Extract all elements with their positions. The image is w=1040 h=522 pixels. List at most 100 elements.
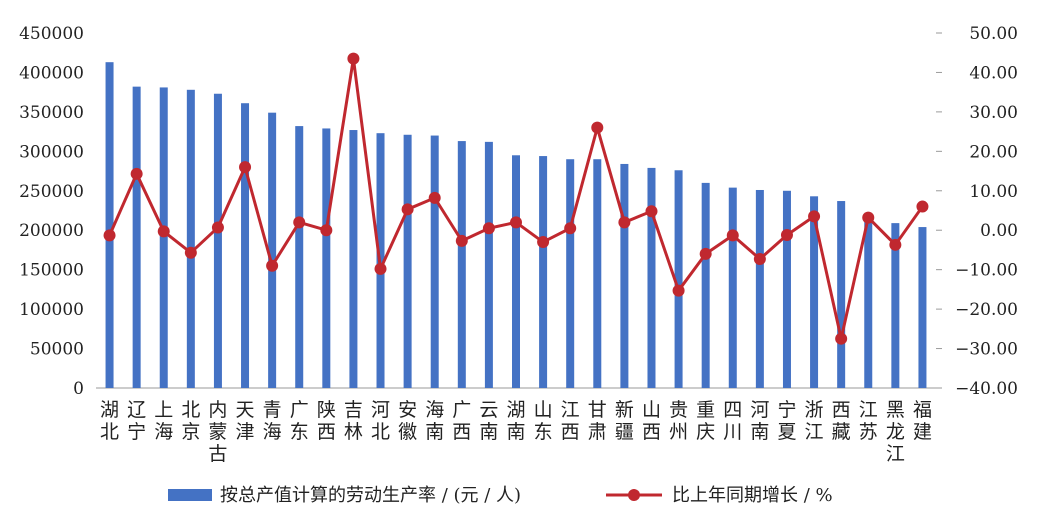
bar — [295, 126, 304, 388]
category-label: 重庆 — [696, 399, 715, 443]
right-tick-label: −20.00 — [955, 300, 1018, 320]
left-tick-label: 50000 — [30, 340, 84, 360]
growth-marker — [455, 234, 468, 247]
category-label: 甘肃 — [588, 399, 607, 443]
growth-marker — [401, 203, 414, 216]
left-tick-label: 200000 — [19, 221, 84, 241]
growth-marker — [103, 229, 116, 242]
category-label: 河南 — [750, 399, 769, 443]
growth-marker — [428, 191, 441, 204]
left-tick-label: 450000 — [19, 24, 84, 44]
bar — [213, 93, 222, 388]
growth-marker — [184, 246, 197, 259]
category-label: 内蒙古 — [208, 399, 227, 465]
left-axis: 0 50000 100000 150000 200000 250000 300000 3500… — [19, 24, 84, 399]
left-tick-label: 250000 — [19, 182, 84, 202]
category-label: 福建 — [913, 399, 932, 443]
growth-marker — [753, 253, 766, 266]
growth-marker — [564, 222, 577, 235]
growth-marker — [293, 216, 306, 229]
bar — [755, 189, 764, 388]
bar — [864, 216, 873, 388]
bar-series — [105, 62, 927, 389]
category-label: 山东 — [534, 399, 553, 443]
category-label: 天津 — [236, 399, 255, 443]
bar — [620, 163, 629, 388]
category-label: 吉林 — [344, 399, 363, 443]
category-label: 江苏 — [859, 399, 878, 443]
category-label: 广东 — [290, 399, 309, 443]
category-label: 山西 — [642, 399, 661, 443]
bar — [105, 62, 114, 388]
bar — [268, 112, 277, 388]
bar — [457, 141, 466, 388]
category-label: 河北 — [371, 399, 390, 443]
bar — [782, 190, 791, 388]
growth-marker — [537, 236, 550, 249]
bar — [837, 201, 846, 388]
category-label: 新疆 — [615, 399, 634, 443]
bar — [918, 227, 927, 388]
legend-bar-label: 按总产值计算的劳动生产率 / (元 / 人) — [220, 485, 521, 506]
growth-marker — [130, 167, 143, 180]
left-tick-label: 300000 — [19, 142, 84, 162]
category-label: 广西 — [452, 399, 471, 443]
growth-marker — [835, 332, 848, 345]
growth-marker — [374, 262, 387, 275]
growth-marker — [266, 259, 279, 272]
growth-marker — [780, 228, 793, 241]
legend-line-marker — [628, 489, 640, 501]
legend-bar-swatch — [168, 489, 212, 501]
bar — [484, 141, 493, 388]
bar — [322, 128, 331, 388]
bar — [701, 182, 710, 388]
category-label: 安徽 — [398, 399, 417, 443]
right-tick-label: −10.00 — [955, 261, 1018, 281]
growth-marker — [672, 284, 685, 297]
category-label: 北京 — [181, 399, 200, 443]
bar — [891, 223, 900, 388]
category-label: 黑龙江 — [886, 399, 905, 465]
bar — [159, 87, 168, 388]
growth-marker — [482, 222, 495, 235]
right-tick-label: 30.00 — [969, 103, 1018, 123]
right-tick-label: 50.00 — [969, 24, 1018, 44]
bar — [539, 156, 548, 388]
growth-marker — [916, 200, 929, 213]
growth-marker — [211, 221, 224, 234]
growth-marker — [320, 224, 333, 237]
bar — [241, 103, 250, 388]
bar — [512, 155, 520, 388]
right-tick-label: 10.00 — [969, 182, 1018, 202]
bar — [403, 134, 412, 388]
bar — [810, 196, 819, 388]
category-label: 海南 — [425, 399, 444, 443]
bar — [566, 159, 575, 388]
category-label: 辽宁 — [127, 399, 146, 443]
left-tick-label: 400000 — [19, 63, 84, 83]
growth-marker — [618, 216, 631, 229]
bar — [674, 170, 683, 388]
right-axis: −40.00 −30.00 −20.00 −10.00 0.00 10.00 20.00 30… — [936, 24, 1018, 399]
growth-marker — [862, 211, 875, 224]
right-tick-label: 40.00 — [969, 63, 1018, 83]
category-label: 陕西 — [317, 399, 336, 443]
category-label: 西藏 — [832, 399, 851, 443]
growth-marker — [808, 210, 821, 223]
category-label: 贵州 — [669, 399, 688, 443]
category-label: 湖北 — [100, 399, 119, 443]
right-tick-label: 20.00 — [969, 142, 1018, 162]
bar — [593, 159, 602, 388]
category-label: 宁夏 — [777, 399, 796, 443]
bar — [132, 86, 141, 389]
legend: 按总产值计算的劳动生产率 / (元 / 人) 比上年同期增长 / % — [168, 485, 833, 506]
line-series — [103, 52, 929, 345]
growth-marker — [510, 216, 522, 229]
left-tick-label: 350000 — [19, 103, 84, 123]
growth-marker — [645, 205, 658, 218]
category-label: 上海 — [154, 399, 173, 443]
growth-marker — [726, 229, 739, 242]
bar — [728, 187, 737, 388]
category-label: 浙江 — [805, 399, 824, 443]
bar — [349, 130, 358, 389]
